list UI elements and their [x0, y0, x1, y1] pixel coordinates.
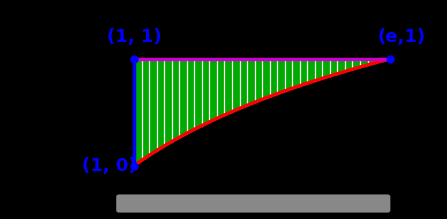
Text: (1, 1): (1, 1) [107, 28, 161, 46]
Text: (e,1): (e,1) [378, 28, 426, 46]
FancyBboxPatch shape [116, 194, 390, 213]
Text: (1, 0): (1, 0) [82, 157, 137, 175]
